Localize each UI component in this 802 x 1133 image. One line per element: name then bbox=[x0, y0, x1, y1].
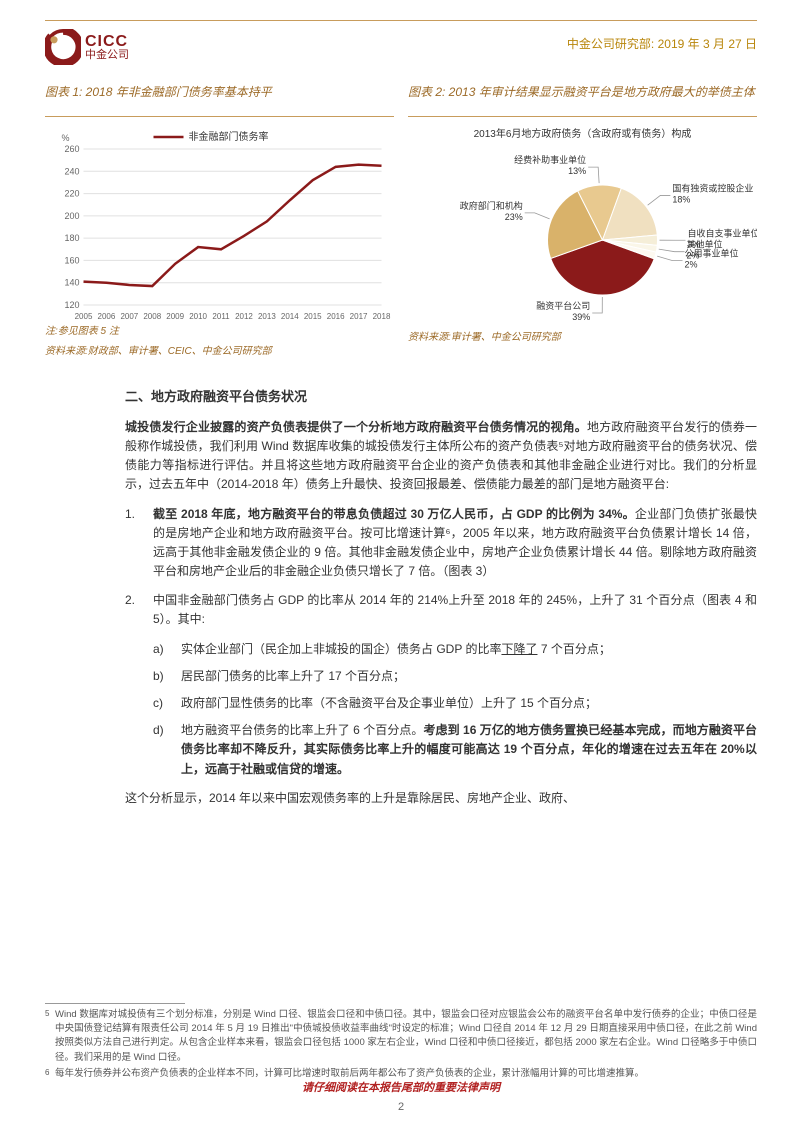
footer-warning: 请仔细阅读在本报告尾部的重要法律声明 bbox=[0, 1080, 802, 1098]
svg-text:120: 120 bbox=[64, 300, 79, 310]
svg-text:2007: 2007 bbox=[120, 312, 138, 321]
sub-label: a) bbox=[153, 640, 181, 659]
svg-text:%: % bbox=[62, 133, 70, 143]
sub-a-underline: 下降了 bbox=[501, 642, 537, 656]
sub-label: c) bbox=[153, 694, 181, 713]
sub-c-text: 政府部门显性债务的比率（不含融资平台及企事业单位）上升了 15 个百分点； bbox=[181, 694, 757, 713]
svg-text:2013年6月地方政府债务（含政府或有债务）构成: 2013年6月地方政府债务（含政府或有债务）构成 bbox=[474, 127, 692, 140]
svg-text:23%: 23% bbox=[505, 212, 523, 222]
sub-item-c: c) 政府部门显性债务的比率（不含融资平台及企事业单位）上升了 15 个百分点； bbox=[153, 694, 757, 713]
list-item-1: 1. 截至 2018 年底，地方融资平台的带息负债超过 30 万亿人民币，占 G… bbox=[125, 505, 757, 582]
svg-text:200: 200 bbox=[64, 211, 79, 221]
list-number: 1. bbox=[125, 505, 153, 582]
chart-1-note: 注:参见图表 5 注 bbox=[45, 325, 394, 339]
chart-1-canvas: 120 140 160 180 200 220 240 260% 2005 2006 2007 200… bbox=[45, 125, 394, 325]
sub-item-a: a) 实体企业部门（民企加上非城投的国企）债务占 GDP 的比率下降了 7 个百… bbox=[153, 640, 757, 659]
svg-text:140: 140 bbox=[64, 278, 79, 288]
dept-label: 中金公司研究部: bbox=[567, 37, 654, 51]
svg-text:180: 180 bbox=[64, 233, 79, 243]
svg-text:融资平台公司: 融资平台公司 bbox=[536, 300, 590, 311]
footnote-5: 5 Wind 数据库对城投债有三个划分标准，分别是 Wind 口径、银监会口径和… bbox=[45, 1008, 757, 1065]
svg-text:2017: 2017 bbox=[350, 312, 368, 321]
chart-2-title: 图表 2: 2013 年审计结果显示融资平台是地方政府最大的举债主体 bbox=[408, 83, 757, 117]
svg-text:240: 240 bbox=[64, 166, 79, 176]
svg-text:2016: 2016 bbox=[327, 312, 345, 321]
svg-text:260: 260 bbox=[64, 144, 79, 154]
footnotes: 5 Wind 数据库对城投债有三个划分标准，分别是 Wind 口径、银监会口径和… bbox=[45, 1003, 757, 1083]
svg-text:非金融部门债务率: 非金融部门债务率 bbox=[189, 130, 269, 143]
svg-text:2010: 2010 bbox=[189, 312, 207, 321]
sub-b-text: 居民部门债务的比率上升了 17 个百分点； bbox=[181, 667, 757, 686]
footer-page-number: 2 bbox=[0, 1099, 802, 1117]
svg-text:2006: 2006 bbox=[98, 312, 116, 321]
svg-text:2%: 2% bbox=[685, 260, 698, 270]
closing-para: 这个分析显示，2014 年以来中国宏观债务率的上升是靠除居民、房地产企业、政府、 bbox=[125, 789, 757, 808]
item2-text: 中国非金融部门债务占 GDP 的比率从 2014 年的 214%上升至 2018… bbox=[153, 591, 757, 629]
header-dept-date: 中金公司研究部: 2019 年 3 月 27 日 bbox=[567, 35, 757, 54]
chart-2-source: 资料来源:审计署、中金公司研究部 bbox=[408, 331, 757, 345]
chart-2-block: 图表 2: 2013 年审计结果显示融资平台是地方政府最大的举债主体 2013年… bbox=[408, 83, 757, 359]
sub-item-d: d) 地方融资平台债务的比率上升了 6 个百分点。考虑到 16 万亿的地方债务置… bbox=[153, 721, 757, 779]
sub-label: d) bbox=[153, 721, 181, 779]
report-date: 2019 年 3 月 27 日 bbox=[658, 37, 757, 51]
list-number: 2. bbox=[125, 591, 153, 629]
svg-text:18%: 18% bbox=[672, 194, 690, 204]
svg-text:国有独资或控股企业: 国有独资或控股企业 bbox=[672, 182, 753, 193]
page-header: CICC 中金公司 中金公司研究部: 2019 年 3 月 27 日 bbox=[45, 29, 757, 65]
chart-1-source: 资料来源:财政部、审计署、CEIC、中金公司研究部 bbox=[45, 345, 394, 359]
svg-text:经费补助事业单位: 经费补助事业单位 bbox=[514, 154, 586, 165]
page-footer: 请仔细阅读在本报告尾部的重要法律声明 2 bbox=[0, 1080, 802, 1117]
fn5-text: Wind 数据库对城投债有三个划分标准，分别是 Wind 口径、银监会口径和中债… bbox=[55, 1008, 757, 1065]
chart-1-block: 图表 1: 2018 年非金融部门债务率基本持平 120 140 160 180 200… bbox=[45, 83, 394, 359]
svg-text:自收自支事业单位: 自收自支事业单位 bbox=[687, 227, 757, 238]
logo-text-en: CICC bbox=[85, 34, 129, 50]
item1-bold: 截至 2018 年底，地方融资平台的带息负债超过 30 万亿人民币，占 GDP … bbox=[153, 507, 635, 521]
sub-a-post: 7 个百分点； bbox=[537, 642, 610, 656]
svg-text:220: 220 bbox=[64, 189, 79, 199]
svg-text:2018: 2018 bbox=[373, 312, 391, 321]
svg-text:2005: 2005 bbox=[75, 312, 93, 321]
sub-d-pre: 地方融资平台债务的比率上升了 6 个百分点。 bbox=[181, 723, 424, 737]
logo-text-cn: 中金公司 bbox=[85, 50, 129, 61]
svg-text:政府部门和机构: 政府部门和机构 bbox=[460, 200, 523, 211]
svg-text:2014: 2014 bbox=[281, 312, 299, 321]
svg-text:2012: 2012 bbox=[235, 312, 253, 321]
svg-text:2009: 2009 bbox=[166, 312, 184, 321]
list-item-2: 2. 中国非金融部门债务占 GDP 的比率从 2014 年的 214%上升至 2… bbox=[125, 591, 757, 629]
svg-text:公用事业单位: 公用事业单位 bbox=[685, 248, 739, 259]
svg-text:2013: 2013 bbox=[258, 312, 276, 321]
logo: CICC 中金公司 bbox=[45, 29, 129, 65]
svg-text:2015: 2015 bbox=[304, 312, 322, 321]
svg-text:13%: 13% bbox=[568, 166, 586, 176]
svg-text:2008: 2008 bbox=[143, 312, 161, 321]
section-heading: 二、地方政府融资平台债务状况 bbox=[125, 387, 757, 408]
sub-a-pre: 实体企业部门（民企加上非城投的国企）债务占 GDP 的比率 bbox=[181, 642, 501, 656]
svg-text:160: 160 bbox=[64, 255, 79, 265]
cicc-logo-icon bbox=[45, 29, 81, 65]
chart-2-canvas: 2013年6月地方政府债务（含政府或有债务）构成融资平台公司39% 政府部门和机构… bbox=[408, 125, 757, 325]
svg-text:2011: 2011 bbox=[212, 312, 230, 321]
sub-item-b: b) 居民部门债务的比率上升了 17 个百分点； bbox=[153, 667, 757, 686]
chart-1-title: 图表 1: 2018 年非金融部门债务率基本持平 bbox=[45, 83, 394, 117]
intro-para: 城投债发行企业披露的资产负债表提供了一个分析地方政府融资平台债务情况的视角。地方… bbox=[125, 418, 757, 495]
sub-label: b) bbox=[153, 667, 181, 686]
svg-text:39%: 39% bbox=[572, 312, 590, 322]
intro-bold: 城投债发行企业披露的资产负债表提供了一个分析地方政府融资平台债务情况的视角。 bbox=[125, 420, 587, 434]
